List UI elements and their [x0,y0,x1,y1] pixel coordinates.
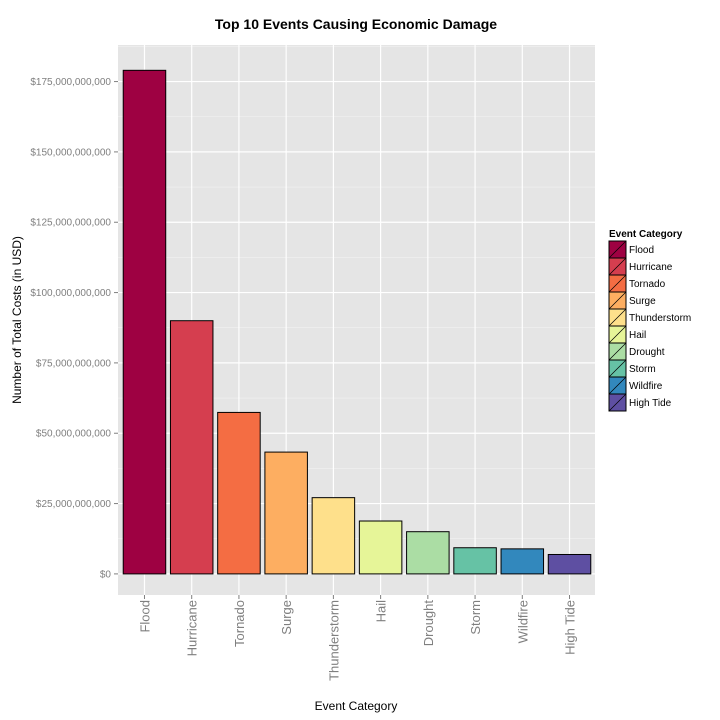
x-tick-label: Thunderstorm [326,600,341,681]
y-axis-ticks: $0 $25,000,000,000 $50,000,000,000 $75,000,… [30,77,118,580]
bar-wildfire [500,548,545,575]
legend-swatch-slash [608,325,627,344]
bar-storm [453,547,497,575]
legend-item: Storm [608,359,656,378]
bar-thunderstorm [311,497,356,575]
legend: Event Category Flood Hurricane Tornado Surg… [608,229,691,412]
legend-label: Wildfire [629,381,663,392]
x-tick-label: High Tide [563,600,578,655]
legend-items: Flood Hurricane Tornado Surge Thunderstorm Ha… [608,240,691,412]
legend-swatch-slash [608,291,627,310]
x-tick-label: Hail [374,600,389,623]
x-tick-label: Surge [279,600,294,635]
bar-hurricane [169,320,214,575]
y-tick-label: $75,000,000,000 [36,358,112,369]
y-axis-title: Number of Total Costs (in USD) [10,236,24,404]
legend-label: Flood [629,245,654,256]
legend-item: Hail [608,325,646,344]
x-tick-label: Flood [137,600,152,633]
bar-flood [122,69,167,575]
legend-item: Drought [608,342,665,361]
legend-label: Drought [629,347,665,358]
y-tick-label: $0 [100,569,112,580]
legend-swatch-slash [608,393,627,412]
legend-item: High Tide [608,393,672,412]
y-tick-label: $150,000,000,000 [30,147,111,158]
legend-swatch-slash [608,342,627,361]
y-tick-label: $175,000,000,000 [30,77,111,88]
legend-label: Thunderstorm [629,313,691,324]
x-tick-label: Drought [421,600,436,647]
y-tick-label: $50,000,000,000 [36,429,112,440]
legend-label: High Tide [629,398,672,409]
bar-tornado [217,411,261,575]
chart-title: Top 10 Events Causing Economic Damage [215,16,497,32]
legend-item: Wildfire [608,376,663,395]
bar-hail [358,520,403,575]
legend-swatch-slash [608,376,627,395]
legend-swatch-slash [608,359,627,378]
x-tick-label: Tornado [232,600,247,647]
legend-swatch-slash [608,308,627,327]
y-tick-label: $125,000,000,000 [30,218,111,229]
legend-item: Surge [608,291,656,310]
bar-surge [264,451,308,575]
legend-label: Hail [629,330,646,341]
x-tick-label: Storm [468,600,483,635]
legend-label: Hurricane [629,262,673,273]
legend-label: Tornado [629,279,666,290]
y-tick-label: $25,000,000,000 [36,499,112,510]
legend-swatch-slash [608,274,627,293]
bars [122,69,592,575]
x-axis-ticks: Flood Hurricane Tornado Surge Thunderstorm Ha… [137,595,578,681]
legend-label: Storm [629,364,656,375]
legend-title: Event Category [609,229,683,240]
x-tick-label: Hurricane [185,600,200,656]
legend-item: Thunderstorm [608,308,691,327]
legend-item: Flood [608,240,654,259]
legend-swatch-slash [608,240,627,259]
legend-item: Tornado [608,274,666,293]
x-tick-label: Wildfire [515,600,530,643]
legend-item: Hurricane [608,257,673,276]
y-tick-label: $100,000,000,000 [30,288,111,299]
legend-label: Surge [629,296,656,307]
bar-high-tide [547,553,592,575]
legend-swatch-slash [608,257,627,276]
bar-drought [406,531,450,575]
x-axis-title: Event Category [315,699,398,713]
